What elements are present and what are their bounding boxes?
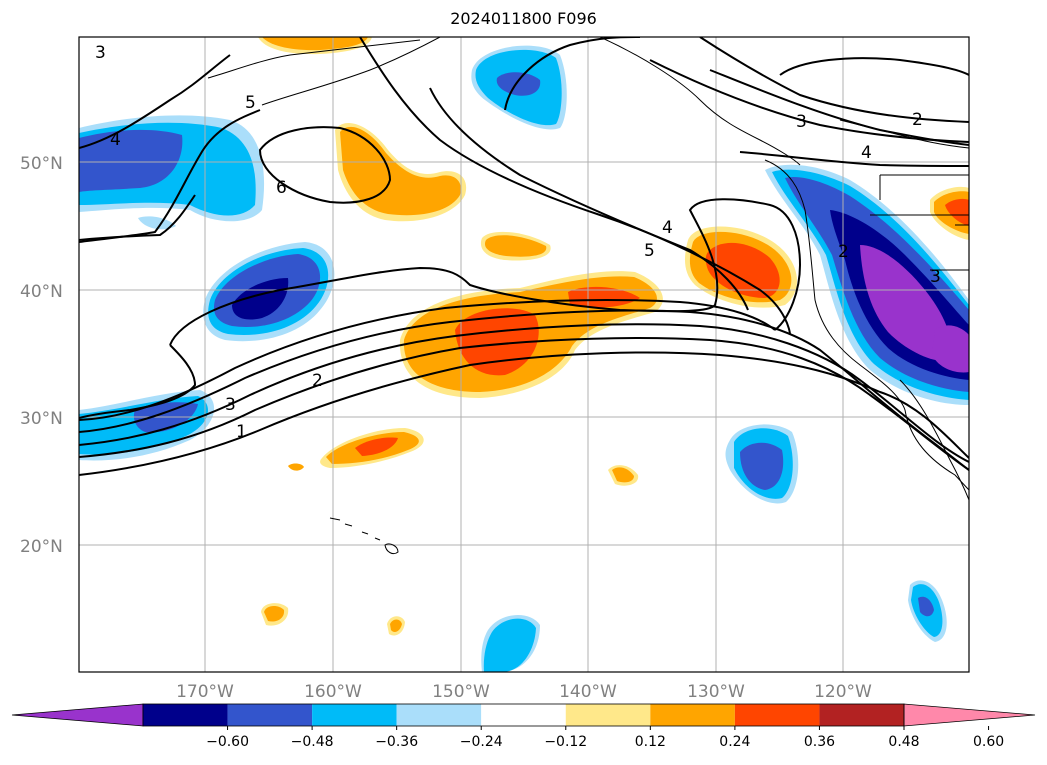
neg-anomaly-westcoast-core [860,245,952,361]
borders [870,174,969,275]
alaska-peninsula [261,37,441,106]
neg-anomaly-165w-core [232,278,289,320]
neg-anomaly-148w-core [496,72,541,96]
colorbar-tick-label: −0.48 [291,734,334,750]
neg-anomaly-126w-core [740,442,784,490]
pos-anomaly-top-mid [262,37,368,51]
longitude-labels: 170°W 160°W 150°W 140°W 130°W 120°W [176,682,872,702]
pos-anomaly-small-4-mid [390,619,402,632]
contour-2-ne [779,57,969,76]
contour-label-3: 3 [225,395,236,415]
alaska-bc-coast [599,37,801,166]
contour-label-1: 1 [236,422,247,442]
contours [79,37,969,476]
lat-label-20n: 20°N [20,537,63,557]
kauai [329,517,341,521]
colorbar-tick-label: −0.24 [460,734,503,750]
neg-anomaly-12n-mid [483,618,536,672]
pos-anomaly-small-1-mid [612,467,634,483]
lon-label-160w: 160°W [304,682,362,702]
lon-label-130w: 130°W [687,682,745,702]
contour-mid-loop [169,198,802,346]
colorbar-tick-label: −0.36 [375,734,418,750]
contour-label-5-c: 5 [644,241,655,261]
colorbar-bin [396,704,482,726]
lon-label-120w: 120°W [814,682,872,702]
colorbar-tick-label: 0.60 [973,734,1004,750]
colorbar-tick-label: 0.24 [719,734,750,750]
neg-anomaly-15n-core [918,596,934,617]
colorbar-bin [312,704,397,726]
contour-label-4-c: 4 [662,218,673,238]
coastlines [207,37,969,555]
neg-anomaly-small [138,216,176,230]
contour-6-loop [258,126,392,204]
neg-anomaly-west-core [79,129,183,192]
colorbar-tick-label: −0.12 [544,734,587,750]
colorbar-bin [481,704,566,726]
colorbar: −0.60 −0.48 −0.36 −0.24 −0.12 0.12 0.24 0.36 0.4… [11,703,1036,750]
pos-anomaly-small-2 [288,463,304,471]
contour-label-2-coast: 2 [838,242,849,262]
pos-anomaly-central-core2 [568,286,640,308]
contour-label-2-ne: 2 [912,110,923,130]
lat-label-30n: 30°N [20,409,63,429]
pos-anomaly-ne-core [945,198,969,226]
latitude-labels: 50°N 40°N 30°N 20°N [20,154,63,557]
pos-anomaly-27n-core [355,437,398,456]
contour-ne-lower [739,151,969,167]
contour-label-3-ne: 3 [796,112,807,132]
pos-anomaly-158w-mid [340,126,461,216]
colorbar-bin [650,704,735,726]
lat-label-40n: 40°N [20,282,63,302]
hawaii-chain [344,523,381,541]
colorbar-tick-label: 0.36 [804,734,835,750]
pos-anomaly-small-3-mid [264,606,285,622]
pos-anomaly-128w-core [705,242,780,298]
contour-3 [79,323,969,463]
lon-label-140w: 140°W [559,682,617,702]
contour-west-2 [79,54,231,149]
colorbar-frame [142,703,905,727]
contour-label-6: 6 [276,178,287,198]
neg-anomaly-westcoast-core2 [932,325,969,373]
contour-5-north [359,37,791,336]
colorbar-tick-label: 0.48 [888,734,919,750]
contour-4-ne [649,59,969,143]
contour-4-north [429,87,749,311]
contour-ne-top [699,37,969,123]
colorbar-bin [227,704,313,726]
colorbar-bin [143,704,228,726]
hawaii-island [384,543,399,555]
plot-frame [78,36,970,673]
lat-label-50n: 50°N [20,154,63,174]
lon-label-170w: 170°W [176,682,234,702]
contour-label-4-ne: 4 [861,143,872,163]
contour-label-5-w: 5 [245,93,256,113]
colorbar-tick-label: 0.12 [635,734,666,750]
contour-west-3 [79,344,197,419]
aleutian-coast [207,39,421,79]
colorbar-extend-high [903,703,1036,727]
colorbar-tick-label: −0.60 [206,734,249,750]
contour-1 [79,351,969,476]
colorbar-extend-low [11,703,144,727]
contour-label-3-nw: 3 [95,43,106,63]
contour-label-2: 2 [312,371,323,391]
baja-coast [899,379,969,501]
colorbar-bin [819,704,904,726]
lon-label-150w: 150°W [432,682,490,702]
west-coast [764,159,969,491]
contour-labels: 1 2 3 3 4 5 6 4 5 4 3 2 2 3 [95,43,941,442]
colorbar-bin [734,704,820,726]
map-title: 2024011800 F096 [450,9,597,28]
contour-4 [79,309,969,471]
contour-label-4-w: 4 [110,130,121,150]
pos-anomaly-148w-mid [484,235,547,257]
contour-label-3-coast: 3 [930,267,941,287]
colorbar-bin [565,704,651,726]
contour-2 [79,337,969,471]
contour-west-4 [79,194,196,241]
